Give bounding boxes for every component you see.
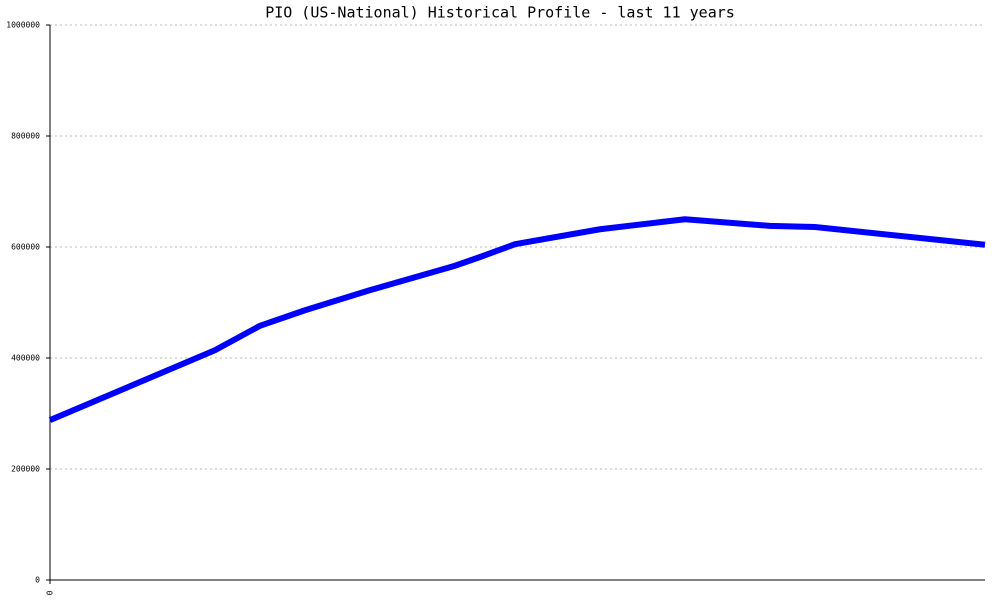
- data-line: [48, 216, 986, 423]
- y-tick-label: 0: [35, 576, 40, 585]
- y-tick-label: 600000: [11, 243, 40, 252]
- y-tick-label: 200000: [11, 465, 40, 474]
- chart-title: PIO (US-National) Historical Profile - l…: [265, 4, 735, 22]
- y-tick-label: 800000: [11, 132, 40, 141]
- x-tick-label: 0: [46, 590, 55, 595]
- y-tick-label: 1000000: [6, 21, 40, 30]
- y-tick-label: 400000: [11, 354, 40, 363]
